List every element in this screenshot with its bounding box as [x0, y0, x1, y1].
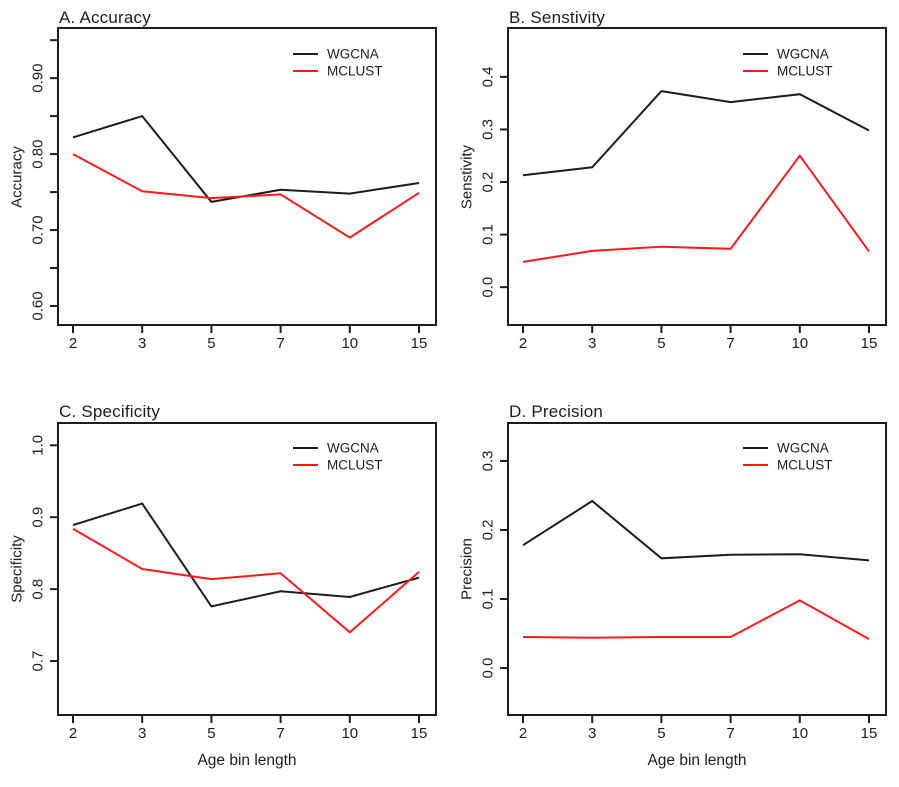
x-axis-label: Age bin length: [647, 752, 747, 769]
x-tick-label: 3: [138, 335, 146, 352]
series-line-mclust: [522, 154, 870, 263]
legend-label-wgcna: WGCNA: [777, 441, 829, 456]
y-tick-label: 1.0: [30, 435, 47, 456]
x-tick-label: 5: [207, 725, 215, 742]
y-tick-label: 0.4: [480, 66, 497, 87]
x-tick-label: 15: [411, 335, 428, 352]
plot-box: [57, 27, 437, 326]
x-tick-label: 2: [69, 725, 77, 742]
series-line-mclust: [72, 153, 420, 239]
y-tick-label: 0.3: [480, 119, 497, 140]
y-tick-label: 0.80: [30, 139, 47, 168]
series-line-mclust: [72, 527, 420, 634]
plot-area-accuracy: 2 3 5 7 10 15 0.60 0.70 0.80 0.90 WGCNA MCLUST: [30, 27, 437, 352]
x-tick-label: 10: [341, 335, 358, 352]
x-tick-label: 10: [341, 725, 358, 742]
y-tick-label: 0.2: [480, 520, 497, 541]
x-tick-label: 2: [69, 335, 77, 352]
legend-label-mclust: MCLUST: [777, 64, 833, 79]
series-line-wgcna: [72, 502, 420, 608]
x-tick-label: 3: [588, 725, 596, 742]
legend-label-mclust: MCLUST: [777, 458, 833, 473]
panel-sensitivity: 2 3 5 7 10 15 0.0 0.1 0.2 0.3 0.4 WGCNA MCLUST B. Se…: [450, 0, 899, 394]
x-tick-label: 7: [276, 725, 284, 742]
y-axis-label: Accuracy: [8, 146, 26, 208]
y-axis-label: Senstivity: [458, 144, 476, 210]
series-line-wgcna: [72, 114, 420, 203]
plot-area-sensitivity: 2 3 5 7 10 15 0.0 0.1 0.2 0.3 0.4 WGCNA MCLUST: [480, 27, 887, 352]
legend-label-wgcna: WGCNA: [777, 47, 829, 62]
x-tick-label: 5: [657, 335, 665, 352]
series-line-wgcna: [522, 499, 870, 562]
x-tick-label: 2: [519, 335, 527, 352]
y-tick-label: 0.8: [30, 579, 47, 600]
x-tick-label: 7: [726, 335, 734, 352]
y-tick-label: 0.2: [480, 172, 497, 193]
y-tick-label: 0.3: [480, 451, 497, 472]
y-tick-label: 0.0: [480, 277, 497, 298]
panel-title: A. Accuracy: [59, 8, 151, 27]
y-tick-label: 0.1: [480, 224, 497, 245]
y-tick-label: 0.60: [30, 291, 47, 320]
legend-label-wgcna: WGCNA: [327, 47, 379, 62]
x-tick-label: 3: [138, 725, 146, 742]
legend-label-wgcna: WGCNA: [327, 441, 379, 456]
y-tick-label: 0.70: [30, 215, 47, 244]
y-tick-label: 0.90: [30, 64, 47, 93]
y-tick-label: 0.9: [30, 507, 47, 528]
plot-box: [57, 422, 437, 716]
x-tick-label: 10: [791, 725, 808, 742]
x-tick-label: 7: [726, 725, 734, 742]
series-line-wgcna: [522, 90, 870, 177]
x-tick-label: 3: [588, 335, 596, 352]
plot-area-specificity: 2 3 5 7 10 15 0.7 0.8 0.9 1.0 WGCNA MCLUST: [30, 422, 437, 742]
series-line-mclust: [522, 599, 870, 640]
plot-box: [507, 27, 887, 326]
plot-box: [507, 422, 887, 716]
y-tick-label: 0.1: [480, 589, 497, 610]
y-axis-label: Precision: [458, 538, 476, 600]
x-tick-label: 5: [207, 335, 215, 352]
x-tick-label: 15: [861, 725, 878, 742]
panel-title: B. Senstivity: [509, 8, 606, 27]
panel-accuracy: 2 3 5 7 10 15 0.60 0.70 0.80 0.90 WGCNA MCLUST A. A…: [0, 0, 450, 394]
panel-title: D. Precision: [509, 402, 604, 421]
legend-label-mclust: MCLUST: [327, 458, 383, 473]
panel-title: C. Specificity: [59, 402, 161, 421]
plot-area-precision: 2 3 5 7 10 15 0.0 0.1 0.2 0.3 WGCNA MCLUST: [480, 422, 887, 742]
x-tick-label: 10: [791, 335, 808, 352]
x-tick-label: 2: [519, 725, 527, 742]
x-tick-label: 7: [276, 335, 284, 352]
x-tick-label: 5: [657, 725, 665, 742]
legend-label-mclust: MCLUST: [327, 64, 383, 79]
x-tick-label: 15: [861, 335, 878, 352]
x-tick-label: 15: [411, 725, 428, 742]
panel-specificity: 2 3 5 7 10 15 0.7 0.8 0.9 1.0 WGCNA MCLUST C. Speci…: [0, 394, 450, 787]
y-axis-label: Specificity: [8, 535, 26, 603]
y-tick-label: 0.7: [30, 651, 47, 672]
y-tick-label: 0.0: [480, 658, 497, 679]
x-axis-label: Age bin length: [197, 752, 297, 769]
panel-precision: 2 3 5 7 10 15 0.0 0.1 0.2 0.3 WGCNA MCLUST D. Preci…: [450, 394, 899, 787]
